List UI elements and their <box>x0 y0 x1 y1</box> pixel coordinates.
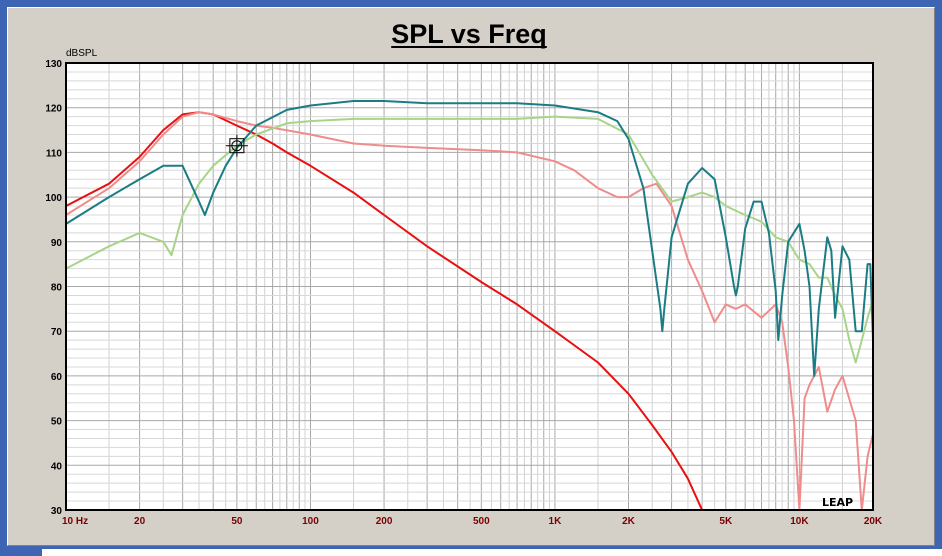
y-tick-label: 120 <box>45 104 62 115</box>
x-tick-label: 2K <box>622 516 636 527</box>
crosshair-cursor[interactable] <box>225 134 248 157</box>
x-tick-label: 1K <box>549 516 563 527</box>
y-tick-label: 50 <box>51 417 63 428</box>
y-axis-label: dBSPL <box>66 48 98 59</box>
chart-title: SPL vs Freq <box>391 19 547 49</box>
y-tick-label: 130 <box>45 59 62 70</box>
y-tick-label: 80 <box>51 283 63 294</box>
y-tick-label: 40 <box>51 461 63 472</box>
y-ticks: 30 40 50 60 70 80 90 100 110 120 130 <box>45 59 62 517</box>
plot-border <box>65 62 874 511</box>
x-tick-label: 10 Hz <box>62 516 88 527</box>
x-tick-label: 200 <box>376 516 393 527</box>
x-tick-label: 20 <box>134 516 146 527</box>
x-tick-label: 10K <box>790 516 809 527</box>
y-tick-label: 30 <box>51 506 63 517</box>
x-tick-label: 5K <box>719 516 733 527</box>
series-group <box>65 100 874 511</box>
bottom-strip <box>42 549 942 556</box>
x-ticks: 10 Hz 20 50 100 200 500 1K 2K 5K 10K 20K <box>62 516 883 527</box>
x-tick-label: 20K <box>864 516 883 527</box>
y-tick-label: 60 <box>51 372 63 383</box>
x-tick-label: 50 <box>231 516 243 527</box>
series-line-1 <box>65 111 704 511</box>
x-tick-label: 500 <box>473 516 490 527</box>
y-tick-label: 100 <box>45 193 62 204</box>
y-tick-label: 70 <box>51 327 63 338</box>
grid <box>66 62 873 511</box>
leap-logo: LEAP <box>822 496 853 509</box>
series-line-4 <box>65 100 874 377</box>
y-tick-label: 90 <box>51 238 63 249</box>
series-line-3 <box>65 115 874 364</box>
y-tick-label: 110 <box>46 148 63 159</box>
x-tick-label: 100 <box>302 516 319 527</box>
